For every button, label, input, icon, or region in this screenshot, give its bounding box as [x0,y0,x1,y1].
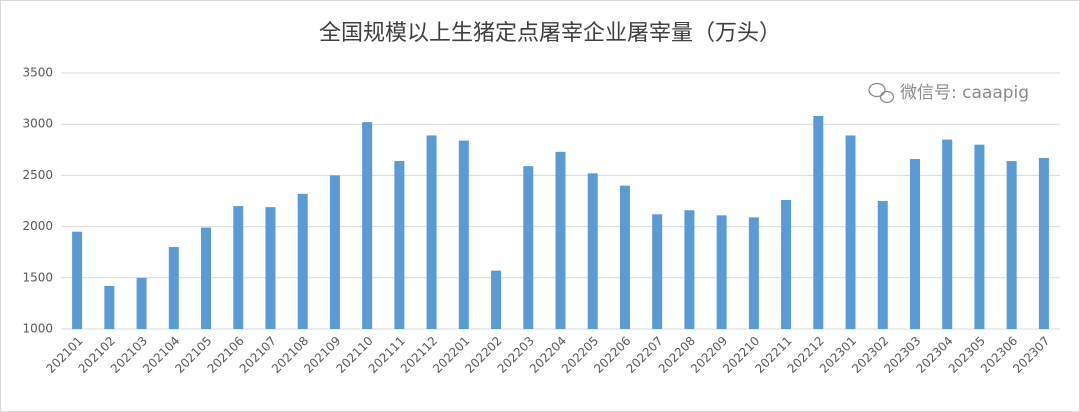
bar [201,227,212,329]
bar [104,285,115,329]
bar [233,206,244,329]
bar [781,199,792,329]
bar [136,277,147,329]
chart-title: 全国规模以上生猪定点屠宰企业屠宰量（万头） [319,21,781,46]
bar [974,144,985,329]
y-tick-label: 2000 [22,219,53,233]
y-tick-label: 2500 [22,168,53,182]
bar [877,201,888,329]
y-tick-label: 1500 [22,270,53,284]
bar [716,215,727,329]
bar [587,173,598,329]
bar [909,159,920,329]
bar [845,135,856,329]
y-tick-label: 1000 [22,322,53,336]
y-tick-label: 3500 [22,66,53,80]
bar [684,210,695,329]
bar [491,270,502,329]
bar [265,207,276,329]
bar [1006,161,1017,329]
bar [619,185,630,329]
bar [748,217,759,329]
bar [652,214,663,329]
watermark-icon [868,82,895,104]
bar [555,151,566,329]
bar [458,140,469,329]
y-tick-label: 3000 [22,117,53,131]
bar [394,161,405,329]
bar [362,122,373,329]
bar [813,116,824,330]
watermark: 微信号: caaapig [900,83,1029,103]
bar [1038,157,1049,329]
bar [72,231,83,329]
bar [942,139,953,329]
bar [297,193,308,329]
bar [329,175,340,329]
bar [426,135,437,329]
bar [168,247,179,329]
bar [523,166,534,329]
